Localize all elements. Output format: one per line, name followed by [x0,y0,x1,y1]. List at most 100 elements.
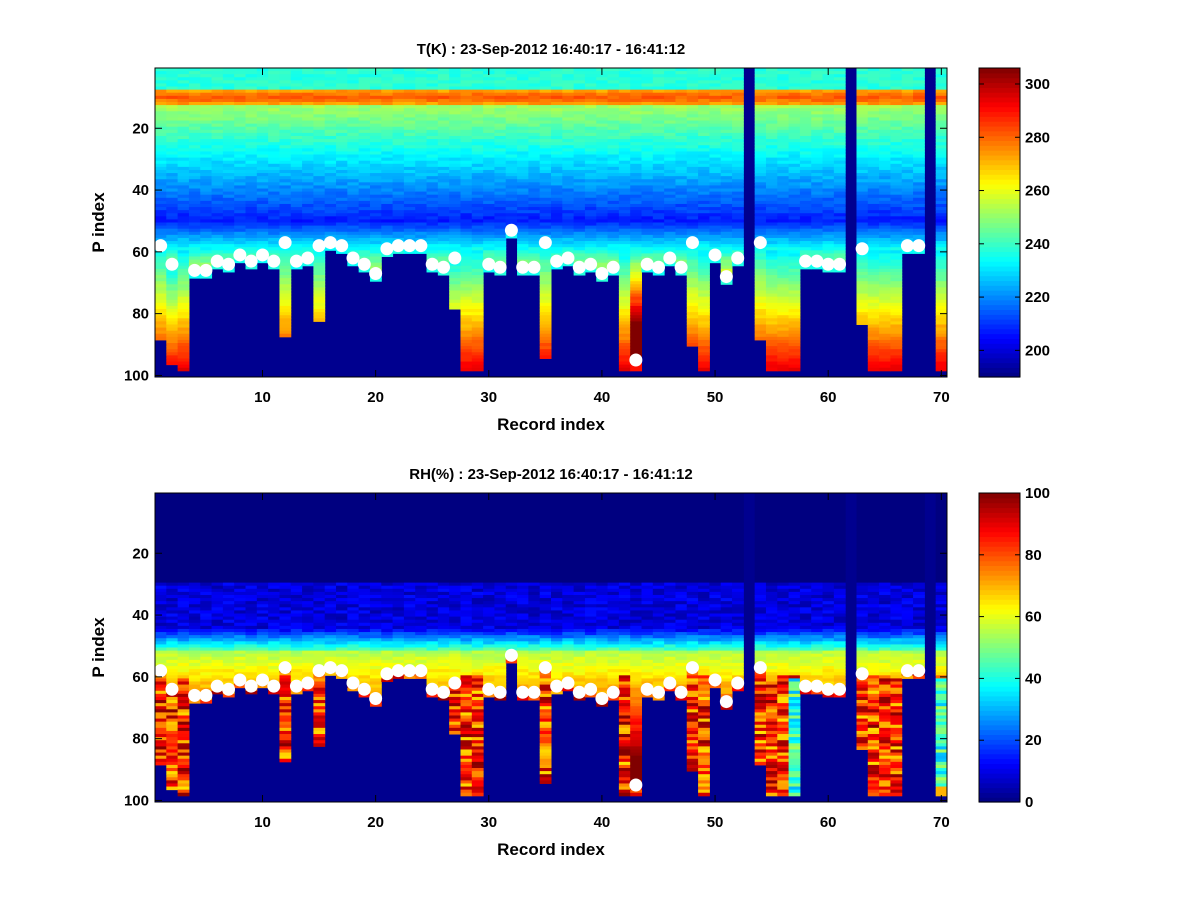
heatmap-cell [290,169,303,174]
heatmap-cell [528,197,541,202]
heatmap-cell [290,83,303,88]
heatmap-cell [765,77,778,81]
heatmap-cell [833,216,846,220]
heatmap-cell [879,241,891,245]
heatmap-cell [155,210,167,214]
heatmap-cell [698,194,710,199]
heatmap-cell [551,135,563,140]
heatmap-cell [460,364,473,369]
heatmap-cell [437,145,450,149]
heatmap-cell [302,191,314,196]
heatmap-cell [200,247,213,251]
heatmap-cell [675,244,688,248]
heatmap-cell [155,262,167,267]
heatmap-cell [777,194,790,199]
heatmap-cell [879,200,891,205]
heatmap-cell [630,203,643,208]
heatmap-cell [166,210,179,214]
heatmap-cell [562,194,575,199]
heatmap-cell [573,160,586,165]
heatmap-cell [336,71,348,75]
heatmap-cell [528,200,541,205]
heatmap-cell [177,126,190,131]
heatmap-cell [211,92,224,97]
heatmap-cell [641,200,654,205]
heatmap-cell [754,154,767,159]
heatmap-cell [403,179,416,183]
heatmap-cell [313,312,326,316]
heatmap-cell [698,135,710,140]
heatmap-cell [652,200,665,205]
heatmap-cell [256,135,269,140]
heatmap-cell [630,299,643,304]
heatmap-cell [188,129,201,134]
heatmap-cell [788,312,801,316]
heatmap-cell [517,210,529,214]
heatmap-cell [528,179,541,183]
heatmap-cell [890,148,903,152]
heatmap-cell [302,126,314,131]
heatmap-cell [879,194,891,199]
heatmap-cell [302,234,314,239]
heatmap-cell [381,117,394,122]
heatmap-cell [720,157,733,162]
heatmap-cell [528,89,541,94]
heatmap-cell [698,287,710,291]
heatmap-cell [890,83,903,88]
heatmap-cell [539,259,552,264]
heatmap-cell [788,123,801,128]
heatmap-cell [324,228,337,233]
heatmap-cell [403,194,416,199]
heatmap-cell [913,111,925,115]
heatmap-cell [584,142,597,146]
heatmap-cell [867,290,880,295]
heatmap-cell [324,185,337,190]
heatmap-cell [935,166,948,171]
heatmap-cell [641,68,654,72]
heatmap-cell [754,117,767,122]
heatmap-cell [211,219,224,223]
heatmap-cell [607,71,620,75]
heatmap-cell [879,250,891,254]
heatmap-cell [460,203,473,208]
heatmap-cell [324,80,337,84]
heatmap-cell [302,179,314,183]
heatmap-cell [471,275,484,279]
heatmap-cell [890,367,903,372]
heatmap-cell [856,108,869,112]
heatmap-cell [449,271,461,276]
heatmap-cell [313,268,326,273]
heatmap-cell [290,126,303,131]
heatmap-cell [415,225,428,230]
heatmap-cell [754,176,767,180]
heatmap-cell [494,166,507,171]
heatmap-cell [720,244,733,248]
heatmap-cell [403,203,416,208]
heatmap-cell [765,275,778,279]
heatmap-cell [732,89,744,94]
heatmap-cell [935,139,948,143]
heatmap-cell [799,92,812,97]
heatmap-cell [268,135,280,140]
heatmap-cell [890,86,903,91]
heatmap-cell [188,142,201,146]
heatmap-cell [483,247,495,251]
heatmap-cell [279,169,292,174]
heatmap-cell [234,108,247,112]
heatmap-cell [630,114,643,118]
heatmap-cell [279,268,292,273]
heatmap-cell [347,216,360,220]
heatmap-cell [607,188,620,193]
heatmap-cell [890,271,903,276]
heatmap-cell [913,126,925,131]
heatmap-cell [562,95,575,100]
heatmap-cell [539,139,552,143]
heatmap-cell [630,222,643,227]
heatmap-cell [234,80,247,84]
heatmap-cell [200,101,213,106]
heatmap-cell [347,117,360,122]
heatmap-cell [867,324,880,329]
heatmap-cell [279,89,292,94]
heatmap-cell [381,132,394,137]
heatmap-cell [234,173,247,177]
